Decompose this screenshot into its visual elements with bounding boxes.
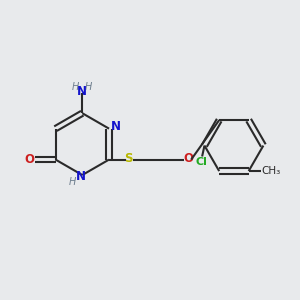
Text: H: H [85,82,92,92]
Text: CH₃: CH₃ [262,166,281,176]
Text: O: O [25,153,34,166]
Text: O: O [183,152,193,166]
Text: S: S [124,152,133,166]
Text: N: N [110,120,121,133]
Text: N: N [77,85,87,98]
Text: H: H [72,82,80,92]
Text: N: N [76,170,86,183]
Text: H: H [69,176,76,187]
Text: Cl: Cl [195,157,207,167]
